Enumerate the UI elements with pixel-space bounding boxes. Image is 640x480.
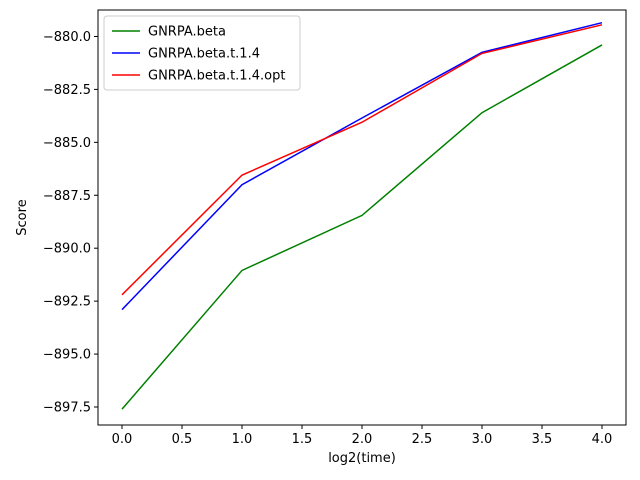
x-tick-label: 0.0: [112, 432, 133, 447]
series-line-1: [121, 44, 603, 410]
y-axis: −897.5 −895.0 −892.5 −890.0 −887.5 −885.0 −882…: [43, 30, 98, 416]
x-tick-label: 1.0: [232, 432, 253, 447]
y-tick-label: −897.5: [43, 401, 91, 416]
x-axis-label: log2(time): [328, 451, 396, 466]
legend-label-2: GNRPA.beta.t.1.4: [148, 47, 260, 62]
x-tick-label: 3.0: [472, 432, 493, 447]
x-tick-label: 1.5: [292, 432, 313, 447]
y-tick-label: −882.5: [43, 83, 91, 98]
legend: GNRPA.beta GNRPA.beta.t.1.4 GNRPA.beta.t.1…: [103, 15, 301, 91]
x-tick-label: 3.5: [532, 432, 553, 447]
y-tick-label: −887.5: [43, 189, 91, 204]
x-tick-label: 4.0: [592, 432, 613, 447]
x-tick-label: 0.5: [172, 432, 193, 447]
legend-label-3: GNRPA.beta.t.1.4.opt: [148, 69, 285, 84]
legend-label-1: GNRPA.beta: [148, 25, 226, 40]
series-layer: [121, 21, 603, 410]
x-tick-label: 2.0: [352, 432, 373, 447]
y-tick-label: −890.0: [43, 242, 91, 257]
x-tick-label: 2.5: [412, 432, 433, 447]
legend-box: [103, 15, 301, 91]
y-tick-label: −885.0: [43, 136, 91, 151]
y-tick-label: −880.0: [43, 30, 91, 45]
series-line-3: [121, 24, 603, 296]
y-axis-label: Score: [15, 199, 30, 235]
series-line-2: [121, 21, 603, 311]
y-tick-label: −892.5: [43, 295, 91, 310]
y-tick-label: −895.0: [43, 348, 91, 363]
x-axis: 0.0 0.5 1.0 1.5 2.0 2.5 3.0 3.5 4.0: [112, 425, 613, 447]
